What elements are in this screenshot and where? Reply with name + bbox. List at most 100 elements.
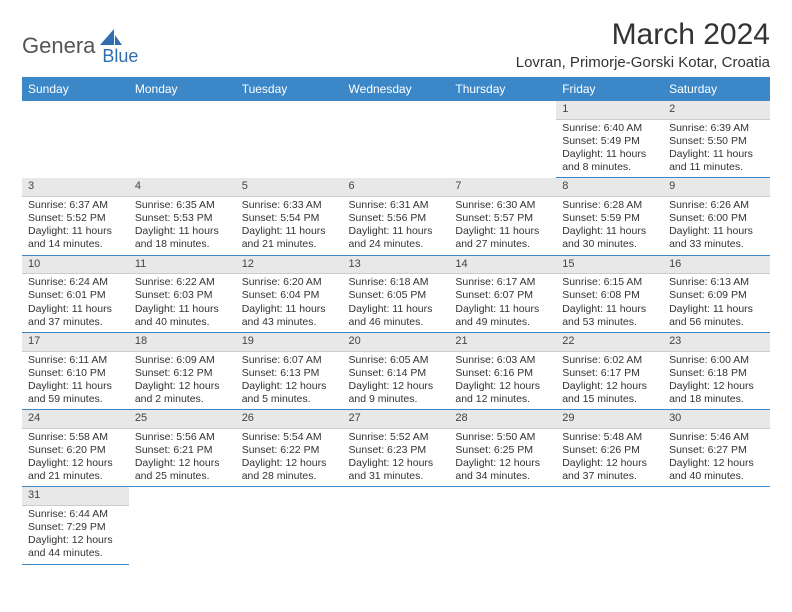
- empty-cell: [449, 119, 556, 178]
- day-number: 25: [129, 410, 236, 429]
- day-number: 11: [129, 255, 236, 274]
- day-number: 13: [343, 255, 450, 274]
- daylight-line2: and 40 minutes.: [135, 316, 230, 329]
- empty-cell: [236, 506, 343, 565]
- daylight-line2: and 27 minutes.: [455, 238, 550, 251]
- sunset-text: Sunset: 6:01 PM: [28, 289, 123, 302]
- daylight-line2: and 21 minutes.: [242, 238, 337, 251]
- sunrise-text: Sunrise: 5:48 AM: [562, 431, 657, 444]
- day-number: 22: [556, 332, 663, 351]
- daylight-line2: and 24 minutes.: [349, 238, 444, 251]
- day-cell: Sunrise: 6:18 AMSunset: 6:05 PMDaylight:…: [343, 274, 450, 333]
- sunrise-text: Sunrise: 6:18 AM: [349, 276, 444, 289]
- day-number: 19: [236, 332, 343, 351]
- day-number: 30: [663, 410, 770, 429]
- sunrise-text: Sunrise: 5:46 AM: [669, 431, 764, 444]
- daylight-line2: and 34 minutes.: [455, 470, 550, 483]
- sunset-text: Sunset: 5:49 PM: [562, 135, 657, 148]
- daylight-line1: Daylight: 11 hours: [669, 303, 764, 316]
- sunrise-text: Sunrise: 6:30 AM: [455, 199, 550, 212]
- sunset-text: Sunset: 6:04 PM: [242, 289, 337, 302]
- daylight-line1: Daylight: 12 hours: [349, 457, 444, 470]
- sunset-text: Sunset: 6:09 PM: [669, 289, 764, 302]
- day-number: 20: [343, 332, 450, 351]
- sunrise-text: Sunrise: 6:07 AM: [242, 354, 337, 367]
- sunrise-text: Sunrise: 6:11 AM: [28, 354, 123, 367]
- sunrise-text: Sunrise: 6:17 AM: [455, 276, 550, 289]
- sunrise-text: Sunrise: 6:33 AM: [242, 199, 337, 212]
- daylight-line1: Daylight: 11 hours: [562, 148, 657, 161]
- sunrise-text: Sunrise: 6:02 AM: [562, 354, 657, 367]
- day-number: 8: [556, 178, 663, 197]
- sunrise-text: Sunrise: 6:31 AM: [349, 199, 444, 212]
- daylight-line2: and 46 minutes.: [349, 316, 444, 329]
- daylight-line1: Daylight: 12 hours: [562, 380, 657, 393]
- daylight-line2: and 18 minutes.: [669, 393, 764, 406]
- weekday-header: Monday: [129, 77, 236, 101]
- daylight-line1: Daylight: 11 hours: [562, 225, 657, 238]
- day-cell: Sunrise: 6:11 AMSunset: 6:10 PMDaylight:…: [22, 351, 129, 410]
- sunset-text: Sunset: 6:07 PM: [455, 289, 550, 302]
- sunset-text: Sunset: 6:13 PM: [242, 367, 337, 380]
- daylight-line1: Daylight: 12 hours: [455, 457, 550, 470]
- day-cell: Sunrise: 6:00 AMSunset: 6:18 PMDaylight:…: [663, 351, 770, 410]
- sunset-text: Sunset: 6:16 PM: [455, 367, 550, 380]
- day-cell: Sunrise: 6:37 AMSunset: 5:52 PMDaylight:…: [22, 197, 129, 256]
- logo: Genera Blue: [22, 18, 138, 67]
- daylight-line2: and 18 minutes.: [135, 238, 230, 251]
- day-number: 18: [129, 332, 236, 351]
- daylight-line1: Daylight: 12 hours: [135, 380, 230, 393]
- daylight-line1: Daylight: 12 hours: [562, 457, 657, 470]
- sunset-text: Sunset: 6:27 PM: [669, 444, 764, 457]
- day-number: 7: [449, 178, 556, 197]
- daylight-line1: Daylight: 11 hours: [349, 225, 444, 238]
- daylight-line1: Daylight: 11 hours: [135, 225, 230, 238]
- daylight-line1: Daylight: 12 hours: [455, 380, 550, 393]
- sunset-text: Sunset: 6:08 PM: [562, 289, 657, 302]
- sunrise-text: Sunrise: 6:00 AM: [669, 354, 764, 367]
- sunset-text: Sunset: 6:14 PM: [349, 367, 444, 380]
- sunrise-text: Sunrise: 6:39 AM: [669, 122, 764, 135]
- daylight-line2: and 8 minutes.: [562, 161, 657, 174]
- daylight-line2: and 14 minutes.: [28, 238, 123, 251]
- sunset-text: Sunset: 5:52 PM: [28, 212, 123, 225]
- day-cell: Sunrise: 6:44 AMSunset: 7:29 PMDaylight:…: [22, 506, 129, 565]
- day-number: 26: [236, 410, 343, 429]
- sunrise-text: Sunrise: 6:24 AM: [28, 276, 123, 289]
- day-cell: Sunrise: 6:20 AMSunset: 6:04 PMDaylight:…: [236, 274, 343, 333]
- daylight-line1: Daylight: 11 hours: [28, 380, 123, 393]
- sunrise-text: Sunrise: 6:26 AM: [669, 199, 764, 212]
- day-content-row: Sunrise: 5:58 AMSunset: 6:20 PMDaylight:…: [22, 428, 770, 487]
- empty-cell: [449, 487, 556, 506]
- sunset-text: Sunset: 5:53 PM: [135, 212, 230, 225]
- day-cell: Sunrise: 5:56 AMSunset: 6:21 PMDaylight:…: [129, 428, 236, 487]
- daylight-line1: Daylight: 12 hours: [242, 380, 337, 393]
- sunset-text: Sunset: 6:22 PM: [242, 444, 337, 457]
- title-block: March 2024 Lovran, Primorje-Gorski Kotar…: [516, 18, 770, 71]
- month-title: March 2024: [516, 18, 770, 52]
- daylight-line2: and 56 minutes.: [669, 316, 764, 329]
- daylight-line1: Daylight: 11 hours: [455, 303, 550, 316]
- day-number: 14: [449, 255, 556, 274]
- sunrise-text: Sunrise: 6:05 AM: [349, 354, 444, 367]
- day-number: 3: [22, 178, 129, 197]
- empty-cell: [236, 119, 343, 178]
- sunrise-text: Sunrise: 6:20 AM: [242, 276, 337, 289]
- day-number: 17: [22, 332, 129, 351]
- day-cell: Sunrise: 6:24 AMSunset: 6:01 PMDaylight:…: [22, 274, 129, 333]
- weekday-header: Wednesday: [343, 77, 450, 101]
- day-cell: Sunrise: 6:35 AMSunset: 5:53 PMDaylight:…: [129, 197, 236, 256]
- empty-cell: [343, 487, 450, 506]
- day-number: 1: [556, 101, 663, 119]
- empty-cell: [663, 487, 770, 506]
- empty-cell: [22, 119, 129, 178]
- daylight-line2: and 59 minutes.: [28, 393, 123, 406]
- day-cell: Sunrise: 6:02 AMSunset: 6:17 PMDaylight:…: [556, 351, 663, 410]
- daylight-line1: Daylight: 11 hours: [349, 303, 444, 316]
- day-cell: Sunrise: 6:26 AMSunset: 6:00 PMDaylight:…: [663, 197, 770, 256]
- daylight-line2: and 12 minutes.: [455, 393, 550, 406]
- day-number-row: 17181920212223: [22, 332, 770, 351]
- day-number: 15: [556, 255, 663, 274]
- daylight-line2: and 15 minutes.: [562, 393, 657, 406]
- empty-cell: [449, 506, 556, 565]
